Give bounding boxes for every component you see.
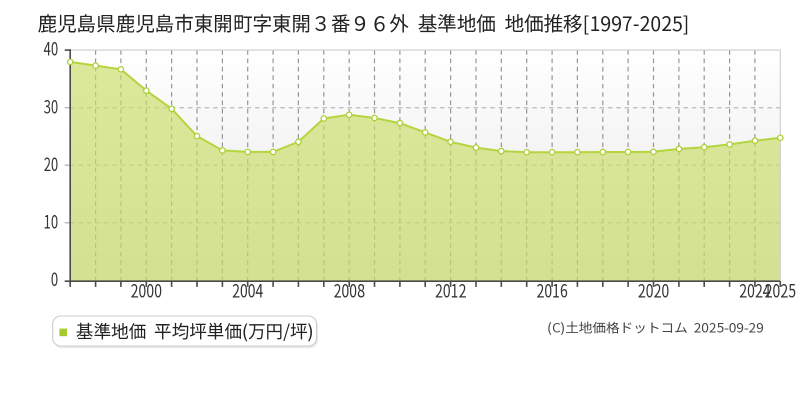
svg-text:(C)土地価格ドットコム 2025-09-29: (C)土地価格ドットコム 2025-09-29 (547, 318, 764, 337)
svg-text:2025: 2025 (765, 278, 797, 304)
svg-text:2024: 2024 (739, 278, 771, 304)
svg-text:40: 40 (44, 36, 59, 62)
svg-text:2012: 2012 (435, 278, 467, 304)
svg-text:2008: 2008 (333, 278, 365, 304)
svg-text:20: 20 (44, 151, 59, 177)
svg-text:2000: 2000 (131, 278, 163, 304)
svg-text:鹿児島県鹿児島市東開町字東開３番９６外 基準地価 地価推: 鹿児島県鹿児島市東開町字東開３番９６外 基準地価 地価推移[1997-2025] (38, 8, 690, 37)
svg-text:0: 0 (51, 266, 58, 292)
svg-text:30: 30 (44, 93, 59, 119)
svg-text:2016: 2016 (536, 278, 568, 304)
svg-text:2020: 2020 (638, 278, 670, 304)
svg-text:基準地価 平均坪単価(万円/坪): 基準地価 平均坪単価(万円/坪) (76, 318, 314, 344)
svg-text:10: 10 (44, 208, 59, 234)
svg-text:2004: 2004 (232, 278, 264, 304)
